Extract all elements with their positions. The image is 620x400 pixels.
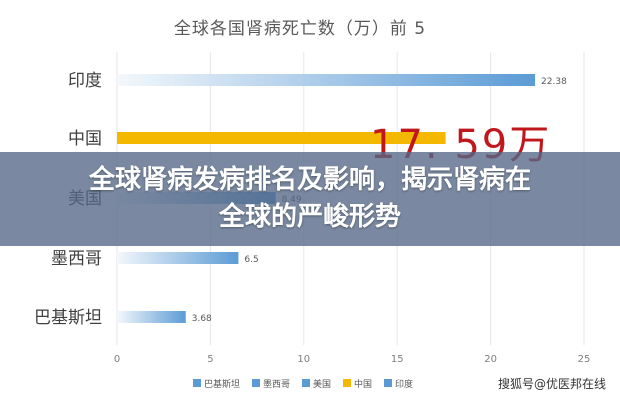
x-tick-label: 10 — [297, 354, 310, 365]
legend-swatch — [343, 379, 351, 387]
bar — [117, 252, 239, 264]
bar — [117, 74, 536, 86]
headline-line-2: 全球的严峻形势 — [218, 202, 401, 232]
bar — [117, 132, 446, 144]
headline-line-1: 全球肾病发病排名及影响，揭示肾病在 — [88, 165, 531, 195]
x-tick-label: 0 — [114, 354, 120, 365]
legend-swatch — [384, 379, 392, 387]
legend-label: 墨西哥 — [263, 379, 290, 390]
x-tick-label: 5 — [207, 354, 213, 365]
category-label: 中国 — [68, 129, 102, 149]
legend-label: 印度 — [395, 378, 413, 390]
value-label: 3.68 — [192, 314, 212, 324]
x-tick-label: 20 — [484, 354, 497, 365]
legend-label: 美国 — [313, 378, 331, 390]
value-label: 6.5 — [244, 255, 258, 265]
x-tick-label: 25 — [578, 354, 591, 365]
bar — [117, 311, 186, 323]
legend-swatch — [252, 379, 260, 387]
headline-overlay: 全球肾病发病排名及影响，揭示肾病在 全球的严峻形势 — [0, 152, 620, 246]
category-label: 墨西哥 — [51, 249, 102, 269]
category-label: 巴基斯坦 — [34, 308, 102, 328]
category-label: 印度 — [68, 71, 102, 91]
watermark: 搜狐号@优医邦在线 — [497, 377, 606, 391]
legend-label: 中国 — [354, 378, 372, 390]
legend-label: 巴基斯坦 — [204, 378, 240, 390]
legend-swatch — [193, 379, 201, 387]
chart-title: 全球各国肾病死亡数（万）前 5 — [173, 19, 427, 39]
legend-swatch — [302, 379, 310, 387]
x-tick-label: 15 — [391, 354, 404, 365]
value-label: 22.38 — [541, 77, 567, 87]
